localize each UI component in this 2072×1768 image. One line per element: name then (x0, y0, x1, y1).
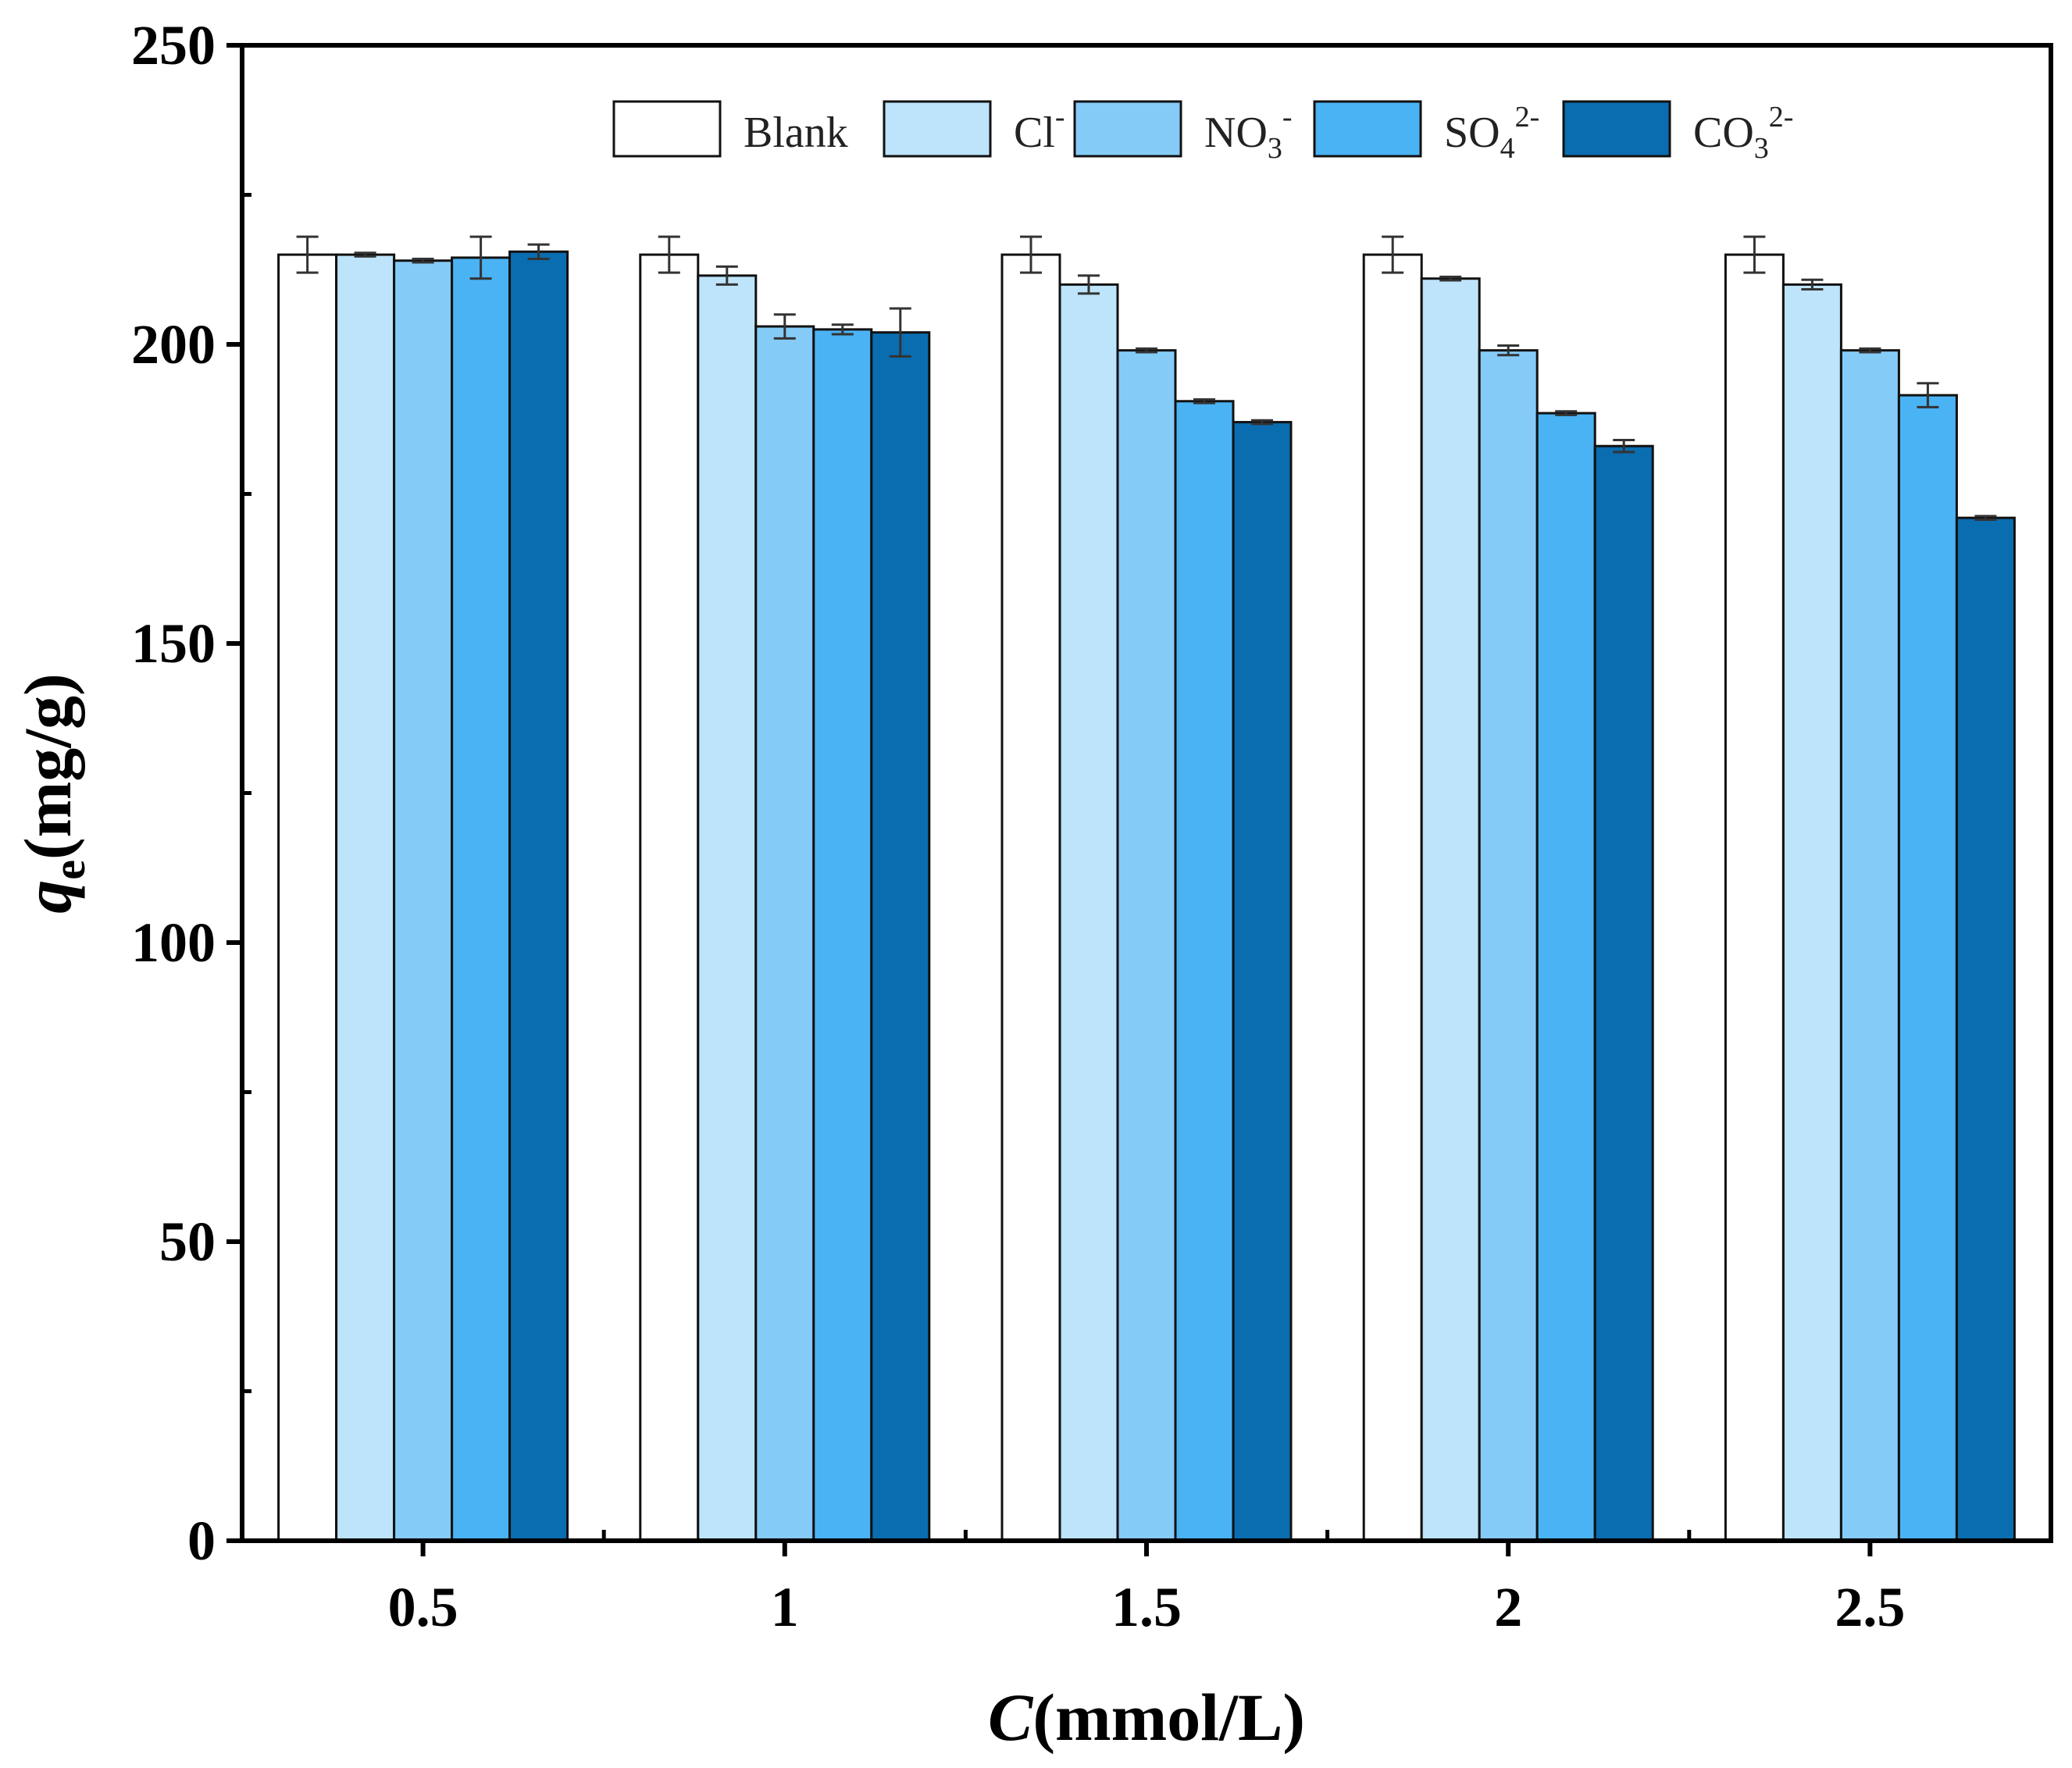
bar (1000, 253, 1061, 1542)
legend-label: Cl- (1014, 101, 1065, 157)
bar (1593, 444, 1654, 1542)
legend-swatch (612, 100, 722, 158)
x-tick-label: 0.5 (388, 1576, 458, 1638)
legend-label: SO42- (1444, 101, 1539, 165)
bar (870, 331, 931, 1542)
legend-label: Blank (744, 109, 848, 157)
axes-layer: 0.5 1 1.5 2 2.5 0 50 100 150 200 250 (131, 14, 1905, 1638)
bar (1897, 394, 1958, 1542)
y-tick-label: 200 (131, 313, 216, 376)
bar (277, 253, 338, 1542)
bar (1955, 516, 2016, 1542)
legend-label: CO32- (1693, 101, 1793, 165)
legend: Blank Cl- NO3- SO42- CO32- (612, 100, 1793, 165)
y-axis-title-italic: q (10, 880, 85, 914)
legend-swatch (1073, 100, 1182, 158)
legend-swatch (1313, 100, 1422, 158)
bar (1362, 253, 1423, 1542)
bar (1232, 421, 1293, 1542)
bar (1781, 283, 1842, 1542)
y-tick-label: 50 (159, 1210, 216, 1273)
legend-swatch (883, 100, 992, 158)
bar (754, 325, 815, 1542)
bar (697, 274, 758, 1542)
bar (1058, 283, 1119, 1542)
legend-swatch (1562, 100, 1671, 158)
bar (393, 259, 454, 1542)
y-tick-label: 150 (131, 612, 216, 675)
legend-label: NO3- (1204, 101, 1293, 165)
bar (1535, 412, 1596, 1542)
y-tick-label: 100 (131, 911, 216, 974)
bar (812, 328, 873, 1542)
bars-layer (277, 235, 2016, 1542)
y-axis-title-rest: (mg/g) (10, 673, 85, 860)
bar (1174, 400, 1235, 1542)
y-tick-label: 250 (131, 14, 216, 77)
bar (1724, 253, 1785, 1542)
bar (335, 253, 396, 1542)
bar (1116, 349, 1177, 1542)
x-tick-label: 1 (771, 1576, 799, 1638)
bar (451, 256, 512, 1542)
bar (1839, 349, 1900, 1542)
bar (639, 253, 700, 1542)
x-tick-label: 1.5 (1111, 1576, 1182, 1638)
x-axis-title-italic: C (988, 1680, 1034, 1755)
y-tick-label: 0 (187, 1510, 216, 1572)
x-axis-title-rest: (mmol/L) (1032, 1680, 1305, 1755)
y-axis-title-subscript: e (44, 860, 95, 880)
y-axis-title: qe(mg/g) (10, 673, 95, 914)
bar (508, 250, 569, 1542)
x-tick-label: 2 (1494, 1576, 1522, 1638)
bar (1478, 349, 1539, 1542)
bar (1420, 277, 1481, 1542)
x-axis-title: C(mmol/L) (988, 1680, 1305, 1755)
x-tick-label: 2.5 (1835, 1576, 1905, 1638)
